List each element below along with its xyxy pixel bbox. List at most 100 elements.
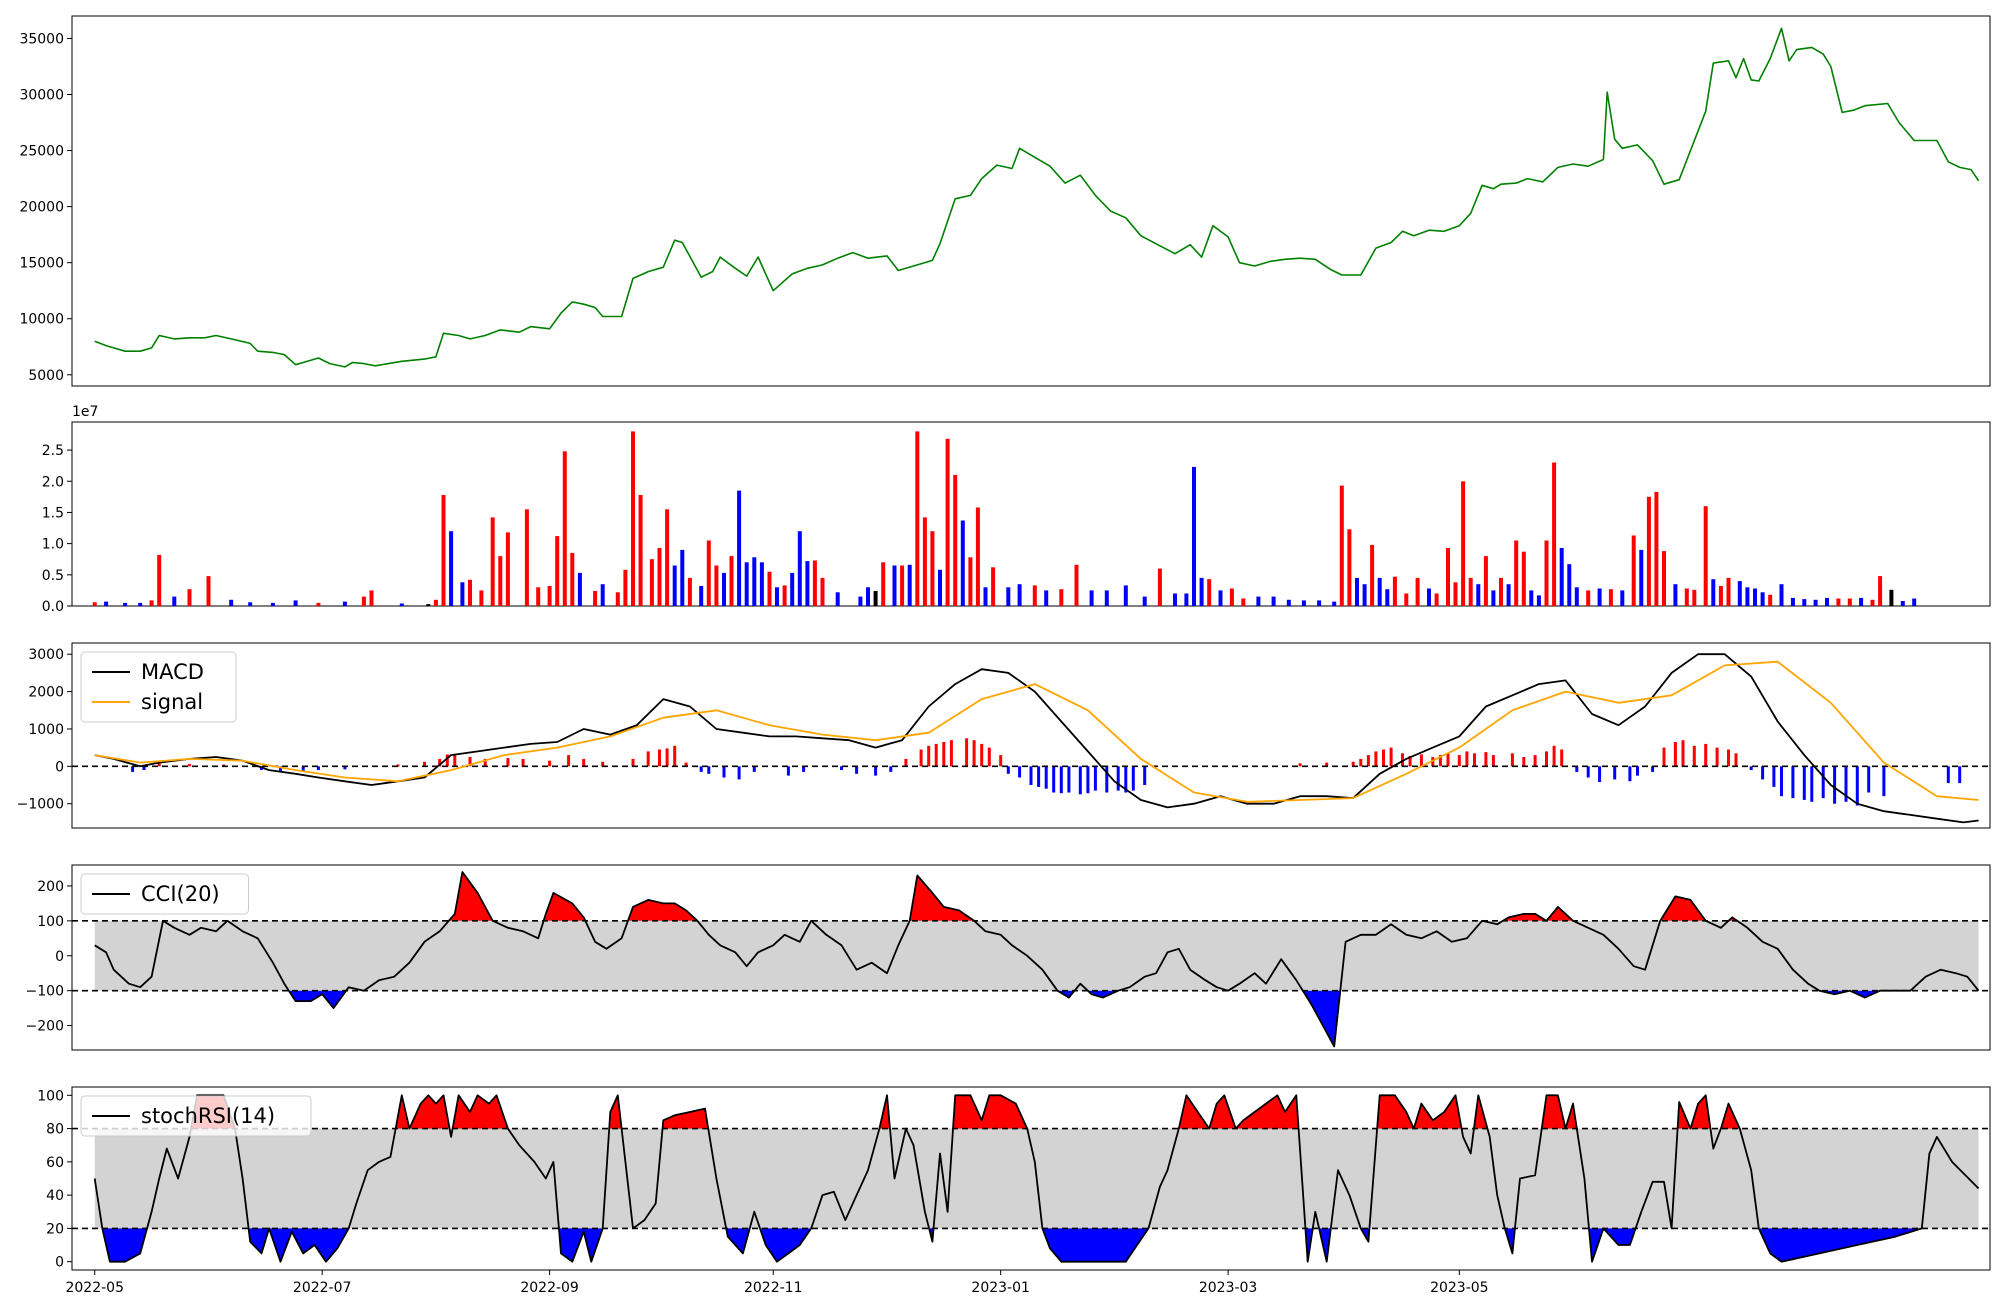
macd-histogram-bar [1473, 753, 1476, 767]
volume-bar [1802, 599, 1807, 606]
macd-histogram-bar [142, 766, 146, 770]
macd-histogram-bar [279, 766, 282, 771]
macd-histogram-bar [1821, 766, 1825, 799]
volume-bar [672, 565, 677, 606]
macd-histogram-bar [1946, 766, 1950, 784]
volume-bar [1760, 592, 1765, 606]
macd-histogram-bar [1844, 766, 1848, 802]
macd-histogram-bar [934, 743, 938, 767]
volume-bar [1631, 535, 1636, 606]
volume-bar [1559, 548, 1564, 606]
volume-bar [399, 603, 404, 606]
volume-bar [960, 520, 965, 606]
macd-histogram-bar [1833, 766, 1837, 804]
y-tick-label: 1.0 [42, 537, 64, 553]
volume-bar [1339, 485, 1344, 606]
macd-histogram-bar [707, 766, 711, 774]
x-tick-label: 2022-05 [65, 1280, 124, 1296]
macd-histogram-bar [468, 757, 472, 767]
volume-bar [1889, 589, 1894, 606]
volume-bar [782, 585, 787, 606]
macd-histogram-bar [1662, 747, 1666, 767]
volume-bar [1434, 593, 1439, 606]
y-tick-label: 0 [55, 949, 64, 965]
volume-bar [1461, 481, 1466, 606]
macd-histogram-bar [1143, 766, 1147, 785]
macd-histogram-bar [1105, 766, 1109, 793]
y-tick-label: 0 [55, 1255, 64, 1271]
y-tick-label: 200 [37, 879, 64, 895]
macd-histogram-bar [1359, 758, 1363, 767]
volume-bar [767, 571, 772, 606]
macd-histogram-bar [1029, 766, 1033, 785]
volume-bar [1427, 588, 1431, 606]
volume-bar [1032, 585, 1037, 606]
volume-bar [945, 438, 950, 606]
volume-bar [1912, 598, 1917, 606]
macd-histogram-bar [1810, 766, 1814, 802]
macd-histogram-bar [1636, 766, 1639, 776]
volume-bar [293, 600, 298, 606]
macd-histogram-bar [1006, 766, 1010, 774]
volume-bar [1521, 551, 1526, 606]
y-tick-label: 1000 [28, 722, 64, 738]
volume-bar [1870, 599, 1875, 606]
volume-bar [229, 599, 234, 606]
macd-histogram-bar [1018, 766, 1022, 778]
volume-bar [665, 509, 670, 606]
plot-frame [71, 421, 1991, 607]
macd-histogram-bar [1093, 766, 1097, 791]
y-tick-label: 3000 [28, 647, 64, 663]
x-tick-label: 2022-11 [744, 1280, 803, 1296]
macd-histogram-bar [506, 758, 510, 767]
macd-histogram-bar [1855, 766, 1859, 806]
legend-label: MACD [141, 660, 204, 684]
macd-histogram-bar [316, 766, 320, 770]
macd-histogram-bar [1613, 766, 1617, 780]
macd-histogram-bar [343, 766, 347, 770]
volume-bar [547, 586, 552, 606]
macd-histogram-bar [965, 738, 969, 767]
volume-bar [104, 601, 109, 606]
volume-bar [468, 579, 472, 606]
volume-bar [1654, 491, 1659, 606]
volume-bar [441, 495, 446, 606]
macd-histogram-bar [438, 758, 442, 767]
volume-bar [1332, 601, 1337, 606]
macd-histogram-bar [1882, 766, 1886, 797]
volume-bar [92, 602, 97, 606]
y-tick-label: 5000 [28, 368, 64, 384]
volume-bar [1377, 577, 1382, 606]
stochrsi-line [93, 1094, 1980, 1263]
price-panel: 5000 10000 15000 20000 25000 30000 35000 [19, 15, 1991, 387]
volume-bar [600, 584, 605, 606]
plot-frame [71, 15, 1991, 387]
volume-bar [449, 531, 454, 606]
y-tick-label: 80 [46, 1122, 64, 1138]
macd-histogram-bar [942, 742, 946, 767]
volume-bar [975, 507, 980, 606]
macd-histogram-bar [1651, 766, 1655, 772]
volume-bar [426, 604, 431, 606]
macd-histogram-bar [699, 766, 703, 772]
volume-bar [479, 590, 484, 606]
volume-bar [657, 548, 662, 606]
volume-bar [1703, 506, 1708, 606]
y-tick-label: 20 [46, 1221, 64, 1237]
volume-bar [1768, 594, 1773, 606]
macd-histogram-bar [802, 766, 806, 772]
macd-histogram-bar [646, 751, 650, 767]
volume-bar [1157, 568, 1162, 606]
volume-bar [577, 572, 582, 606]
macd-histogram-bar [722, 766, 726, 778]
volume-bar [1317, 600, 1322, 606]
volume-bar [1207, 579, 1212, 606]
macd-histogram-bar [684, 762, 688, 767]
volume-bar [873, 591, 878, 606]
volume-bar [900, 565, 905, 606]
volume-bar [1123, 585, 1128, 606]
volume-bar [1104, 590, 1109, 606]
cci-neutral-band [94, 920, 1979, 991]
volume-bar [123, 602, 128, 606]
macd-histogram-bar [1419, 754, 1423, 767]
